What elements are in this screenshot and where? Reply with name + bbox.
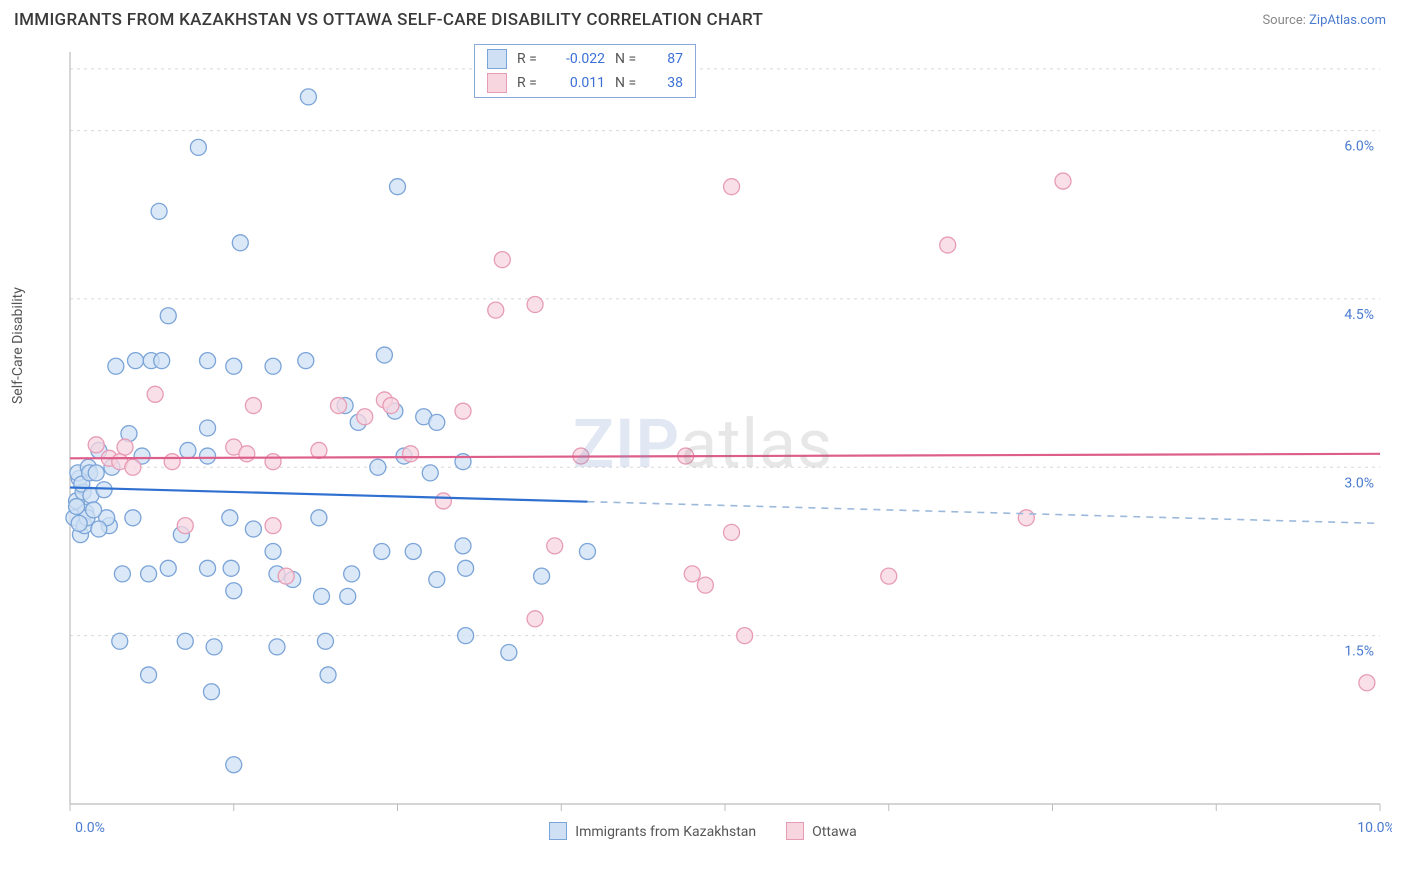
legend-r-label: R = xyxy=(517,75,545,91)
legend-r-label: R = xyxy=(517,51,545,67)
legend-r-value: 0.011 xyxy=(555,75,605,91)
chart-title: IMMIGRANTS FROM KAZAKHSTAN VS OTTAWA SEL… xyxy=(14,10,763,30)
series-legend: Immigrants from Kazakhstan Ottawa xyxy=(14,822,1392,840)
svg-text:3.0%: 3.0% xyxy=(1344,475,1374,491)
legend-n-value: 38 xyxy=(653,75,683,91)
legend-row-ottawa: R = 0.011 N = 38 xyxy=(475,71,695,95)
legend-swatch-icon xyxy=(549,822,567,840)
svg-text:1.5%: 1.5% xyxy=(1344,644,1374,660)
footer-legend-label: Ottawa xyxy=(812,824,857,840)
legend-n-label: N = xyxy=(615,75,643,91)
correlation-legend: R = -0.022 N = 87 R = 0.011 N = 38 xyxy=(474,44,696,98)
svg-text:4.5%: 4.5% xyxy=(1344,307,1374,323)
svg-text:6.0%: 6.0% xyxy=(1344,139,1374,155)
legend-r-value: -0.022 xyxy=(555,51,605,67)
chart-header: IMMIGRANTS FROM KAZAKHSTAN VS OTTAWA SEL… xyxy=(0,0,1406,36)
legend-swatch-icon xyxy=(487,49,507,69)
source-attribution: Source: ZipAtlas.com xyxy=(1262,13,1386,28)
y-axis-label: Self-Care Disability xyxy=(10,287,26,404)
scatter-plot: 1.5%3.0%4.5%6.0%0.0%10.0% xyxy=(58,44,1392,844)
source-label: Source: xyxy=(1262,13,1305,28)
legend-n-value: 87 xyxy=(653,51,683,67)
footer-legend-item: Ottawa xyxy=(786,822,857,840)
legend-n-label: N = xyxy=(615,51,643,67)
footer-legend-label: Immigrants from Kazakhstan xyxy=(575,824,756,840)
footer-legend-item: Immigrants from Kazakhstan xyxy=(549,822,756,840)
chart-area: Self-Care Disability 1.5%3.0%4.5%6.0%0.0… xyxy=(14,44,1392,844)
source-link[interactable]: ZipAtlas.com xyxy=(1309,13,1386,28)
legend-swatch-icon xyxy=(487,73,507,93)
legend-swatch-icon xyxy=(786,822,804,840)
legend-row-kazakhstan: R = -0.022 N = 87 xyxy=(475,47,695,71)
